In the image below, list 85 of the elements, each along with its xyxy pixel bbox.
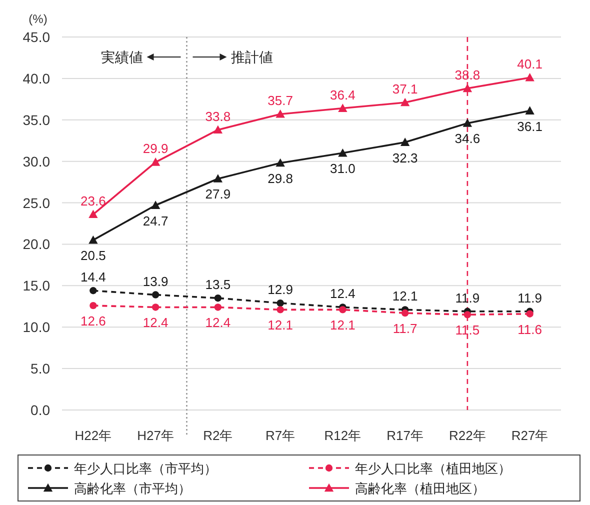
data-label: 24.7 [142, 213, 168, 228]
data-label: 11.6 [518, 322, 542, 337]
data-label: 34.6 [454, 131, 480, 146]
x-tick-label: R2年 [203, 428, 233, 443]
point [213, 174, 223, 182]
y-tick-label: 45.0 [22, 29, 50, 45]
point [213, 125, 223, 134]
y-tick-label: 0.0 [30, 402, 50, 418]
data-label: 12.1 [268, 318, 293, 333]
data-label: 27.9 [205, 186, 231, 202]
x-tick-label: R7年 [266, 428, 296, 443]
x-tick-label: R27年 [511, 428, 548, 443]
y-tick-label: 15.0 [22, 278, 50, 294]
y-tick-label: 5.0 [30, 360, 50, 377]
point [400, 98, 410, 106]
data-label: 33.8 [205, 108, 231, 124]
data-label: 12.4 [142, 315, 168, 330]
data-label: 29.9 [142, 141, 168, 156]
annotation: 推計値 [230, 49, 273, 65]
point [462, 84, 472, 92]
y-tick-label: 25.0 [22, 194, 50, 211]
legend-label: 高齢化率（植田地区） [355, 481, 485, 496]
point [526, 310, 534, 318]
annotation: 実績値 [100, 49, 143, 65]
point [150, 200, 160, 209]
x-tick-label: R22年 [449, 428, 486, 443]
point [338, 104, 348, 112]
point [90, 287, 97, 294]
point [462, 118, 472, 127]
data-label: 36.1 [517, 118, 542, 134]
point [90, 302, 97, 310]
y-tick-label: 30.0 [22, 153, 50, 170]
data-label: 38.8 [454, 67, 480, 82]
data-label: 12.4 [330, 286, 356, 302]
point [276, 109, 285, 118]
point [525, 106, 534, 114]
data-label: 23.6 [80, 193, 106, 208]
data-label: 12.9 [268, 282, 293, 298]
data-label: 29.8 [268, 170, 293, 186]
point [339, 306, 346, 314]
legend-label: 年少人口比率（市平均） [74, 461, 217, 476]
legend-label: 高齢化率（市平均） [74, 481, 191, 496]
data-label: 31.0 [330, 161, 356, 176]
point [88, 235, 98, 244]
point [214, 294, 222, 302]
x-tick-label: H22年 [74, 428, 112, 443]
point [214, 304, 222, 311]
point [400, 138, 410, 146]
data-label: 11.7 [392, 321, 418, 336]
point [276, 306, 284, 314]
data-label: 12.4 [205, 315, 231, 330]
data-label: 40.1 [517, 56, 542, 72]
y-tick-label: 35.0 [22, 112, 50, 128]
data-label: 32.3 [392, 150, 418, 166]
data-label: 37.1 [392, 81, 418, 96]
point [152, 291, 160, 298]
x-tick-label: R17年 [386, 428, 424, 443]
data-label: 20.5 [80, 248, 106, 264]
point [276, 158, 285, 167]
y-axis-title: (%) [28, 12, 48, 26]
y-tick-label: 40.0 [22, 70, 50, 86]
legend-label: 年少人口比率（植田地区） [355, 461, 511, 476]
point [464, 311, 472, 318]
x-tick-label: R12年 [324, 428, 362, 443]
point [150, 158, 160, 166]
point [525, 73, 534, 82]
point [88, 210, 98, 218]
data-label: 12.1 [330, 318, 356, 333]
data-label: 11.5 [455, 322, 480, 338]
data-label: 35.7 [268, 93, 293, 108]
data-label: 36.4 [330, 87, 356, 102]
data-label: 11.9 [455, 290, 480, 306]
y-tick-label: 10.0 [22, 319, 50, 336]
data-label: 13.5 [205, 277, 231, 292]
data-label: 12.6 [80, 314, 106, 329]
data-label: 14.4 [80, 270, 106, 285]
data-label: 13.9 [142, 274, 168, 289]
data-label: 12.1 [392, 288, 418, 304]
x-tick-label: H27年 [137, 428, 174, 443]
point [152, 304, 160, 311]
point [401, 309, 409, 317]
point [276, 299, 284, 307]
y-tick-label: 20.0 [22, 236, 50, 252]
data-label: 11.9 [518, 290, 542, 306]
point [338, 148, 348, 157]
